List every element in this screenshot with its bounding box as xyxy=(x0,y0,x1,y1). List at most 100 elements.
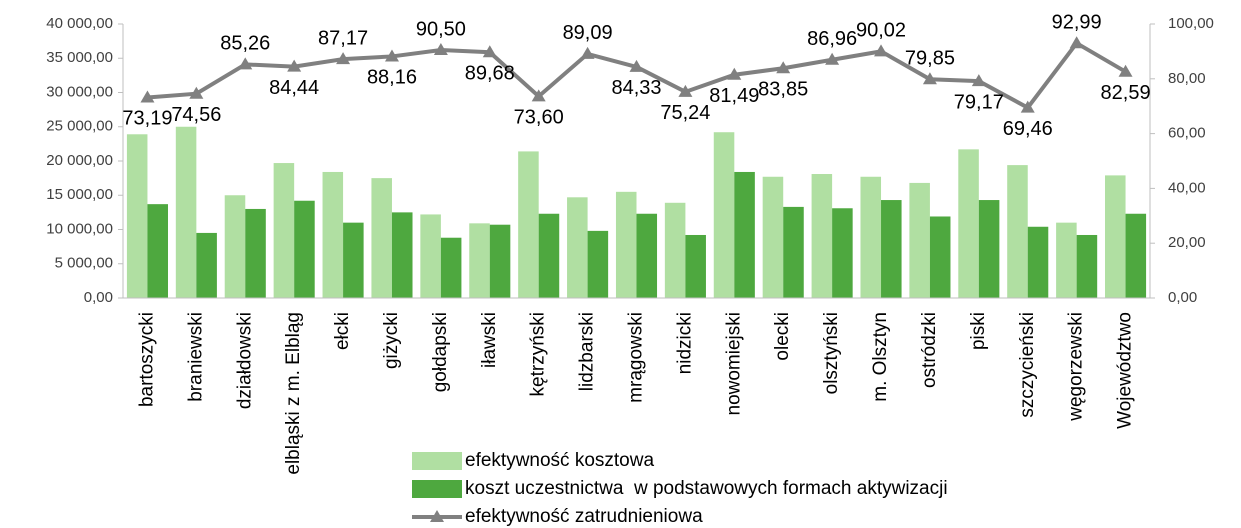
bar xyxy=(567,197,588,298)
data-label: 79,85 xyxy=(905,47,955,69)
bar xyxy=(1125,213,1147,298)
y-tick-label: 10 000,00 xyxy=(46,220,113,237)
y2-tick-label: 0,00 xyxy=(1168,289,1197,306)
marker xyxy=(727,67,742,80)
bar xyxy=(371,178,392,298)
data-label: 88,16 xyxy=(367,67,417,89)
marker xyxy=(482,45,497,58)
data-label: 83,85 xyxy=(758,79,808,101)
marker xyxy=(971,74,986,87)
data-label: 75,24 xyxy=(660,102,710,124)
data-label: 92,99 xyxy=(1052,11,1102,33)
x-tick-label: elbląski z m. Elbląg xyxy=(283,312,304,475)
legend-label: koszt uczestnictwa w podstawowych formac… xyxy=(465,478,948,499)
legend-swatch xyxy=(412,480,462,498)
x-tick-label: olecki xyxy=(772,312,793,361)
x-tick-label: węgorzewski xyxy=(1066,312,1087,422)
marker xyxy=(678,84,693,97)
bar xyxy=(762,176,784,298)
bar xyxy=(978,200,1000,298)
marker xyxy=(336,52,351,65)
bar xyxy=(615,191,637,298)
data-label: 69,46 xyxy=(1003,118,1053,140)
bar xyxy=(469,223,490,298)
bar xyxy=(1105,175,1126,298)
bar xyxy=(783,206,804,298)
y2-tick-label: 20,00 xyxy=(1168,234,1206,251)
marker xyxy=(580,46,595,59)
data-label: 81,49 xyxy=(709,85,759,107)
y-tick-label: 20 000,00 xyxy=(46,152,113,169)
marker xyxy=(189,86,204,99)
data-label: 73,19 xyxy=(122,108,172,130)
x-tick-label: m. Olsztyn xyxy=(870,312,891,402)
bar xyxy=(636,213,658,298)
x-tick-label: działdowski xyxy=(234,312,255,409)
data-label: 84,33 xyxy=(611,77,661,99)
x-tick-label: bartoszycki xyxy=(136,312,157,407)
bar xyxy=(832,208,853,298)
x-tick-label: iławski xyxy=(479,312,500,368)
y-tick-label: 35 000,00 xyxy=(46,49,113,66)
x-tick-label: ostródzki xyxy=(919,312,940,388)
bar xyxy=(685,234,706,298)
bar xyxy=(420,214,441,298)
y-tick-label: 15 000,00 xyxy=(46,186,113,203)
bar xyxy=(147,204,168,298)
bar xyxy=(734,171,755,298)
marker xyxy=(922,72,937,85)
marker xyxy=(776,61,791,74)
legend-label: efektywność kosztowa xyxy=(465,450,654,471)
data-label: 73,60 xyxy=(514,107,564,129)
x-tick-label: braniewski xyxy=(185,312,206,402)
x-tick-label: mrągowski xyxy=(626,312,647,403)
legend-swatch xyxy=(412,452,462,470)
bar xyxy=(811,174,833,298)
legend-label: efektywność zatrudnieniowa xyxy=(465,506,703,527)
marker xyxy=(825,52,840,65)
y-tick-label: 25 000,00 xyxy=(46,118,113,135)
data-label: 90,50 xyxy=(416,18,466,40)
y2-tick-label: 60,00 xyxy=(1168,125,1206,142)
x-tick-label: nowomiejski xyxy=(723,312,744,415)
bar xyxy=(440,237,462,298)
bar xyxy=(587,230,609,298)
x-tick-label: Województwo xyxy=(1115,312,1136,429)
y2-tick-label: 100,00 xyxy=(1168,15,1214,32)
marker xyxy=(287,59,302,72)
bar xyxy=(1076,234,1098,298)
bar xyxy=(664,202,686,298)
x-tick-label: nidzicki xyxy=(674,312,695,374)
x-tick-label: piski xyxy=(968,312,989,350)
y2-tick-label: 80,00 xyxy=(1168,70,1206,87)
data-label: 84,44 xyxy=(269,77,319,99)
bar xyxy=(175,126,197,298)
bar xyxy=(1056,222,1077,298)
legend-marker xyxy=(430,510,444,522)
bar xyxy=(224,195,246,298)
marker xyxy=(1069,36,1084,49)
x-tick-label: ełcki xyxy=(332,312,353,350)
bar xyxy=(343,222,364,298)
y2-tick-label: 40,00 xyxy=(1168,179,1206,196)
data-label: 89,68 xyxy=(465,63,515,85)
data-label: 89,09 xyxy=(563,22,613,44)
x-tick-label: olsztyński xyxy=(821,312,842,394)
x-tick-label: kętrzyński xyxy=(528,312,549,396)
marker xyxy=(1118,64,1133,77)
data-label: 85,26 xyxy=(220,33,270,55)
bar xyxy=(294,200,315,298)
y-tick-label: 30 000,00 xyxy=(46,83,113,100)
bar xyxy=(538,213,560,298)
data-label: 79,17 xyxy=(954,91,1004,113)
x-tick-label: giżycki xyxy=(381,312,402,369)
marker xyxy=(384,49,399,62)
y-tick-label: 40 000,00 xyxy=(46,15,113,32)
bar xyxy=(1007,165,1028,298)
data-label: 90,02 xyxy=(856,20,906,42)
x-tick-label: szczycieński xyxy=(1017,312,1038,418)
y-tick-label: 5 000,00 xyxy=(55,255,113,272)
bar xyxy=(245,208,266,298)
marker xyxy=(140,90,155,103)
